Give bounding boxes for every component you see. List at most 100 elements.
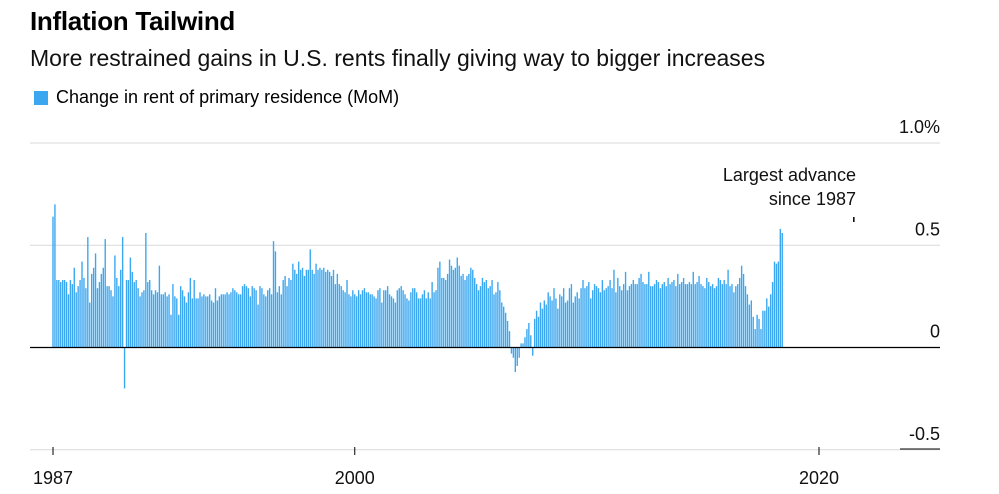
bar [133,282,135,348]
bar [249,296,251,348]
x-tick-label: 2000 [335,468,375,488]
bar [257,304,259,348]
bar [764,310,766,348]
bar [243,284,246,348]
bar [524,337,526,348]
bar [733,292,735,348]
bar [624,271,627,348]
bar [288,277,290,348]
annotation-text: Largest advance [723,165,856,185]
bar [419,298,422,348]
bar [586,286,588,348]
bar [539,302,542,348]
bar [611,288,613,348]
bar [193,280,195,348]
bar [512,347,515,358]
bar [601,280,604,348]
bar [166,296,168,348]
annotation-text: since 1987 [769,189,856,209]
bar [224,294,226,348]
bar [218,296,221,348]
bar [60,282,62,348]
bar [528,322,530,348]
bar [125,280,128,348]
bar [572,302,575,348]
y-tick-label: -0.5 [909,424,940,444]
bar [477,290,480,348]
bar [278,286,281,348]
bar [263,294,265,348]
bar [149,280,151,348]
bar [321,269,323,348]
bar [268,288,271,348]
bar [456,257,458,348]
bar [553,288,555,348]
bar [245,286,248,348]
bar [462,273,464,348]
bar [251,286,253,348]
bar [290,280,292,348]
bar [708,282,710,348]
bar [489,286,491,348]
legend-swatch [34,90,48,105]
bar [779,228,782,348]
bar [549,296,551,348]
bar [425,298,428,348]
bar [137,288,139,348]
bar [532,347,534,356]
bar [642,282,644,348]
bar [385,290,387,348]
bar [721,284,723,348]
bar [698,275,700,348]
bar [584,288,586,348]
bar [276,292,279,348]
bar [750,300,752,348]
bar [334,284,337,348]
bar [317,269,319,348]
bar [168,294,170,348]
bar [234,290,236,348]
bar [238,294,240,348]
bar [522,343,524,348]
bar [485,280,487,348]
bar [472,269,474,348]
bar [357,290,360,348]
bar [520,343,522,348]
bar [429,298,431,348]
bar [280,294,282,348]
bar [346,280,348,348]
bar [371,294,373,348]
bar [56,280,58,348]
bar [562,288,565,348]
bar [441,277,443,348]
bar [483,282,486,348]
bar [530,335,532,348]
bar [410,292,412,348]
bar [688,282,691,348]
bar [135,280,137,348]
bar [526,329,528,348]
bar [684,284,687,348]
bar [247,288,250,348]
bar [679,284,681,348]
bar [220,294,222,348]
bar [174,296,176,348]
bar [307,269,310,348]
bar [340,286,342,348]
bar [450,265,453,348]
bar [466,275,468,348]
bar [201,296,203,348]
bar [207,296,209,348]
bar [646,284,648,348]
bar [762,310,764,348]
bar [715,286,718,348]
bar [154,290,157,348]
bar [479,286,482,348]
bar [152,294,155,348]
bar [468,273,470,348]
bar [164,292,166,348]
bar [127,280,130,348]
x-tick-label: 2020 [799,468,839,488]
bar [294,269,296,348]
